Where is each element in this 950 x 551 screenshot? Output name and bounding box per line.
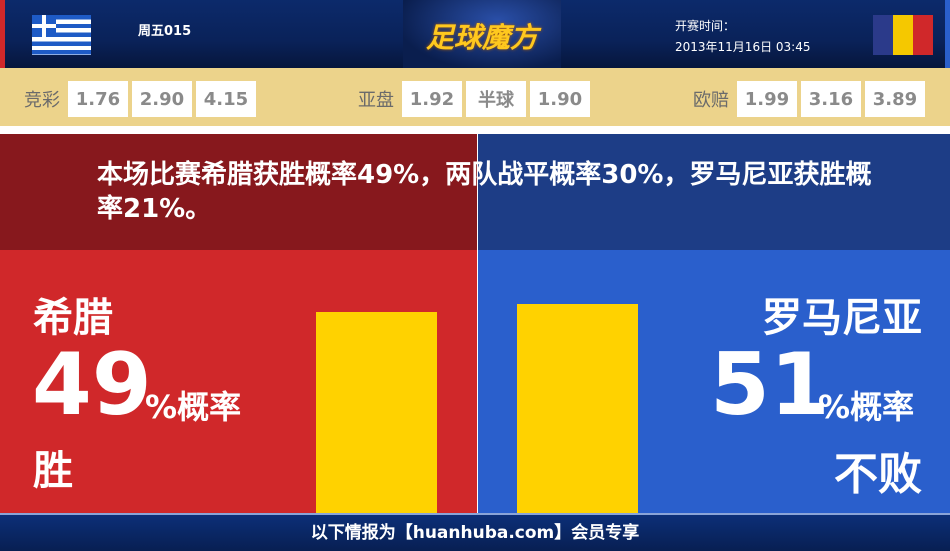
- odds-yapan: 亚盘 1.92 半球 1.90: [358, 81, 590, 117]
- match-number: 周五015: [138, 24, 192, 39]
- summary-band-away: [478, 134, 950, 250]
- greece-flag-icon: [32, 15, 91, 55]
- logo: 足球魔方: [425, 21, 538, 54]
- odds-value: 3.89: [865, 81, 925, 117]
- home-probability-bar: [316, 312, 437, 513]
- member-banner[interactable]: 以下情报为【huanhuba.com】会员专享: [0, 513, 950, 551]
- home-outcome: 胜: [33, 448, 73, 494]
- odds-label: 亚盘: [358, 90, 394, 111]
- odds-value: 半球: [466, 81, 526, 117]
- odds-value: 4.15: [196, 81, 256, 117]
- odds-value: 3.16: [801, 81, 861, 117]
- odds-value: 2.90: [132, 81, 192, 117]
- odds-jingcai: 竞彩 1.76 2.90 4.15: [24, 81, 256, 117]
- odds-oupei: 欧赔 1.99 3.16 3.89: [693, 81, 925, 117]
- odds-value: 1.92: [402, 81, 462, 117]
- odds-label: 竞彩: [24, 90, 60, 111]
- odds-label: 欧赔: [693, 90, 729, 111]
- away-outcome: 不败: [834, 449, 922, 500]
- kickoff-time: 2013年11月16日 03:45: [675, 40, 811, 54]
- kickoff-label: 开赛时间：: [675, 19, 736, 33]
- away-team-name: 罗马尼亚: [762, 295, 922, 341]
- odds-value: 1.76: [68, 81, 128, 117]
- summary-band-home: [0, 134, 477, 250]
- odds-bar: 竞彩 1.76 2.90 4.15 亚盘 1.92 半球 1.90 欧赔 1.9…: [0, 68, 950, 130]
- match-header: 周五015 足球魔方 开赛时间： 2013年11月16日 03:45: [0, 0, 950, 68]
- away-probability-bar: [517, 303, 638, 513]
- romania-flag-icon: [873, 15, 933, 55]
- home-percent: 49: [32, 335, 152, 435]
- prediction-summary: 本场比赛希腊获胜概率49%，两队战平概率30%，罗马尼亚获胜概率21%。: [97, 160, 872, 224]
- away-percent-unit: %概率: [818, 388, 915, 426]
- odds-value: 1.90: [530, 81, 590, 117]
- odds-value: 1.99: [737, 81, 797, 117]
- home-team-name: 希腊: [33, 295, 113, 341]
- away-percent: 51: [710, 335, 830, 435]
- logo-box: 足球魔方: [403, 0, 561, 68]
- home-percent-unit: %概率: [145, 388, 242, 426]
